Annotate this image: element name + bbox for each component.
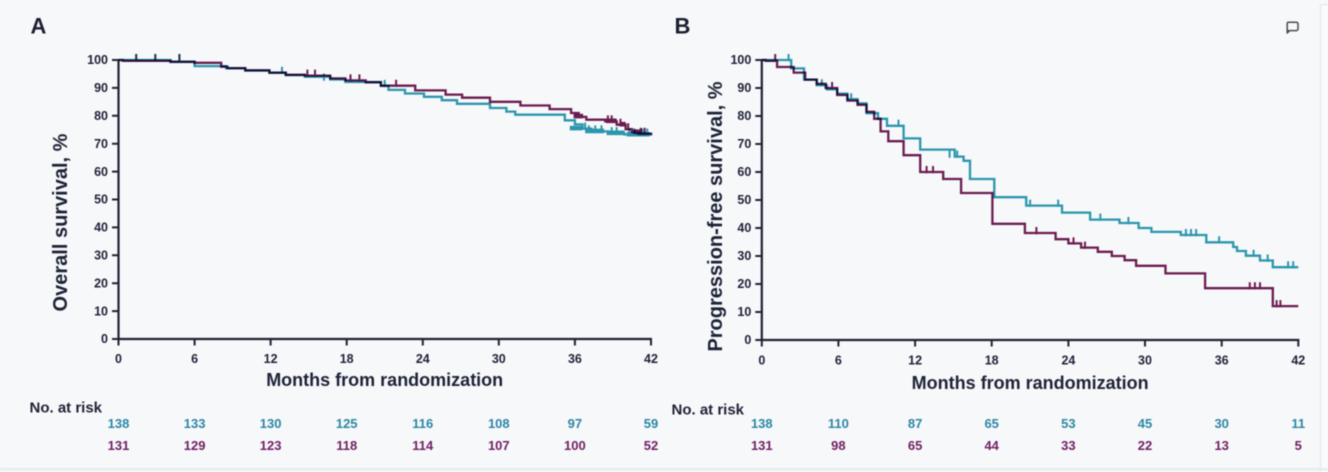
svg-text:42: 42 [1291,354,1305,368]
svg-text:12: 12 [264,352,278,366]
svg-text:20: 20 [94,276,108,290]
svg-text:90: 90 [737,81,751,95]
svg-text:30: 30 [492,352,506,366]
svg-text:0: 0 [744,333,751,347]
svg-text:118: 118 [336,438,357,453]
svg-text:18: 18 [340,352,354,366]
svg-text:30: 30 [1214,416,1228,431]
svg-text:65: 65 [984,416,998,431]
svg-text:100: 100 [730,53,751,67]
svg-text:11: 11 [1291,416,1305,431]
svg-text:No. at risk: No. at risk [672,402,745,419]
svg-text:40: 40 [94,221,108,235]
svg-text:10: 10 [94,304,108,318]
svg-text:40: 40 [737,221,751,235]
svg-text:129: 129 [184,438,206,453]
svg-text:6: 6 [191,352,198,366]
svg-text:36: 36 [1215,354,1229,368]
svg-text:No. at risk: No. at risk [30,400,103,417]
svg-text:100: 100 [87,53,108,67]
svg-text:131: 131 [108,438,130,453]
svg-text:33: 33 [1061,438,1075,453]
svg-text:45: 45 [1138,416,1152,431]
svg-text:59: 59 [644,416,658,431]
svg-text:20: 20 [737,277,751,291]
svg-text:10: 10 [737,305,751,319]
svg-text:100: 100 [564,438,586,453]
svg-text:30: 30 [1138,354,1152,368]
svg-text:116: 116 [412,416,433,431]
svg-text:87: 87 [908,416,922,431]
svg-text:98: 98 [831,438,845,453]
svg-text:50: 50 [94,193,108,207]
svg-text:24: 24 [416,352,430,366]
svg-text:138: 138 [751,416,773,431]
svg-text:0: 0 [101,332,108,346]
svg-text:0: 0 [115,352,122,366]
svg-text:B: B [675,14,691,39]
svg-text:123: 123 [260,438,282,453]
svg-text:70: 70 [737,137,751,151]
svg-text:130: 130 [260,416,282,431]
svg-text:12: 12 [908,354,922,368]
svg-text:Months from randomization: Months from randomization [912,373,1149,393]
svg-text:Progression-free survival, %: Progression-free survival, % [705,81,727,351]
svg-text:70: 70 [94,137,108,151]
svg-text:110: 110 [828,416,849,431]
svg-text:50: 50 [737,193,751,207]
svg-text:52: 52 [644,438,658,453]
svg-text:114: 114 [412,438,434,453]
svg-text:13: 13 [1214,438,1228,453]
svg-text:60: 60 [94,165,108,179]
svg-text:36: 36 [568,352,582,366]
svg-text:80: 80 [94,109,108,123]
svg-text:18: 18 [985,354,999,368]
svg-text:53: 53 [1061,416,1075,431]
svg-text:133: 133 [184,416,206,431]
svg-text:42: 42 [644,352,658,366]
svg-text:131: 131 [751,438,773,453]
svg-text:108: 108 [488,416,510,431]
svg-text:A: A [31,14,47,39]
svg-text:Overall survival, %: Overall survival, % [50,133,72,311]
svg-text:107: 107 [488,438,510,453]
svg-text:90: 90 [94,81,108,95]
svg-text:30: 30 [94,249,108,263]
svg-text:0: 0 [758,354,765,368]
svg-text:65: 65 [908,438,922,453]
svg-text:24: 24 [1061,354,1075,368]
svg-text:80: 80 [737,109,751,123]
svg-text:125: 125 [336,416,358,431]
svg-text:5: 5 [1295,438,1302,453]
svg-text:6: 6 [835,354,842,368]
svg-text:138: 138 [108,416,130,431]
svg-text:Months from randomization: Months from randomization [266,370,503,390]
svg-text:30: 30 [737,249,751,263]
svg-text:44: 44 [984,438,999,453]
svg-text:97: 97 [568,416,582,431]
svg-text:60: 60 [737,165,751,179]
svg-text:22: 22 [1138,438,1152,453]
